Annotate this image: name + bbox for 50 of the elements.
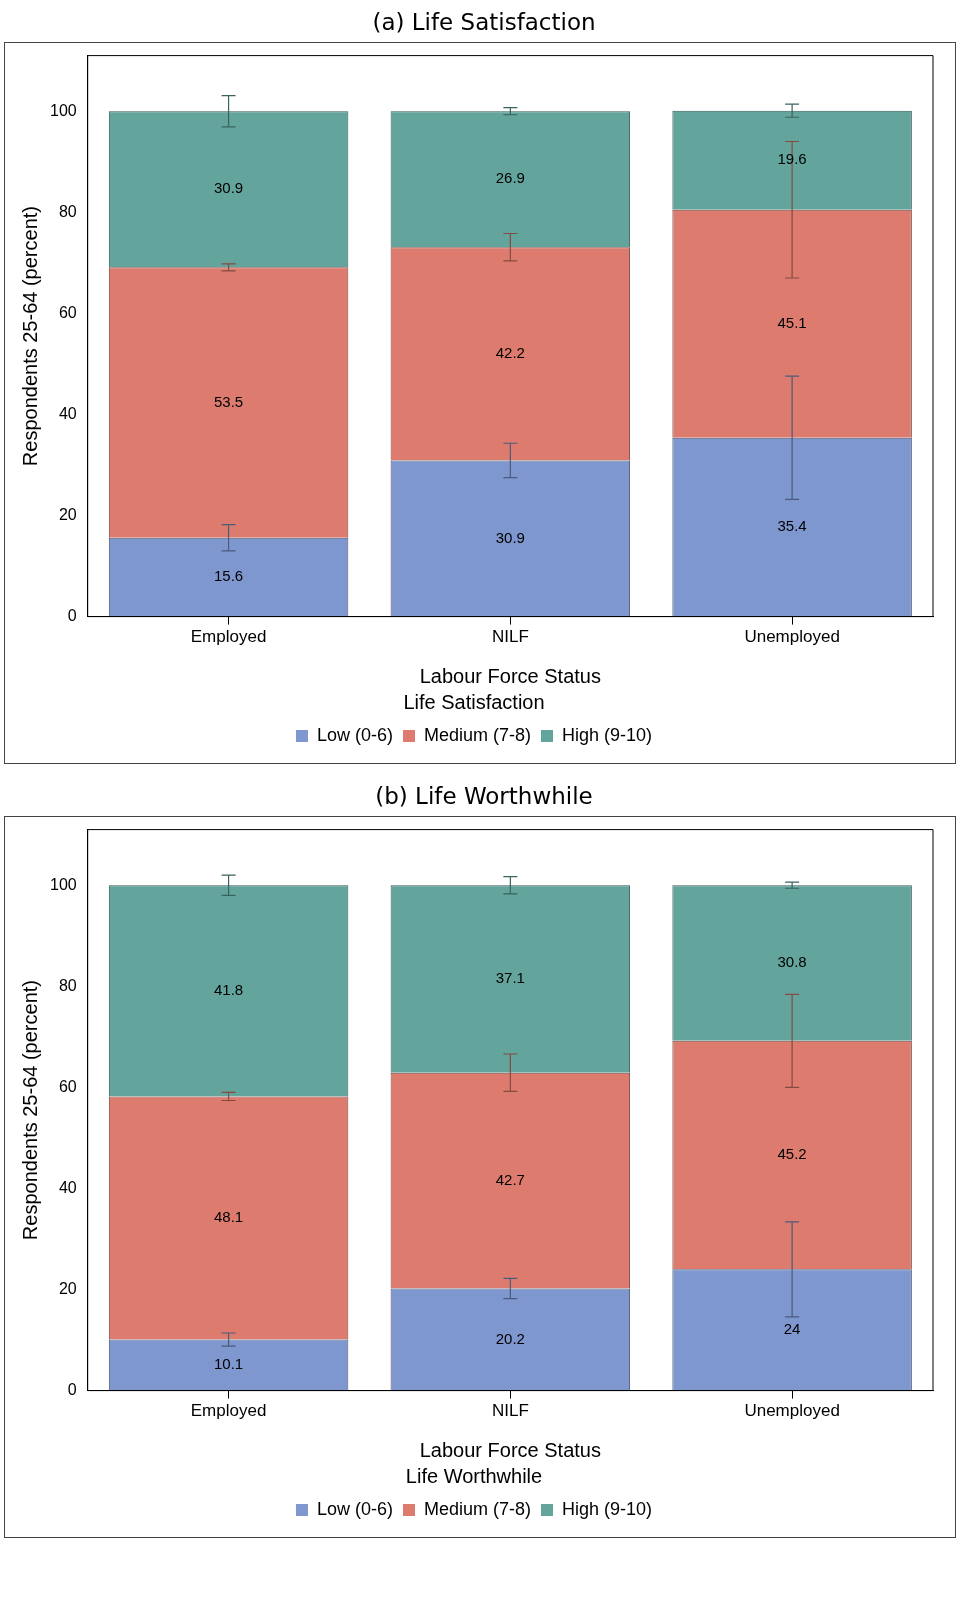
data-label: 45.1 (777, 313, 807, 331)
data-label: 37.1 (495, 969, 525, 987)
y-tick-label: 0 (67, 607, 77, 625)
data-label: 48.1 (213, 1208, 244, 1226)
legend-label: Low (0-6) (316, 724, 393, 745)
data-label: 45.2 (777, 1145, 807, 1163)
y-tick-label: 100 (49, 875, 77, 893)
y-tick-label: 80 (58, 202, 77, 220)
chart-title: (b) Life Worthwhile (374, 782, 594, 811)
y-tick-label: 0 (67, 1381, 77, 1399)
legend-label: High (9-10) (562, 724, 653, 745)
legend-label: High (9-10) (562, 1498, 653, 1519)
y-tick-label: 60 (58, 1077, 77, 1095)
x-tick-label: NILF (491, 627, 529, 647)
x-tick-label: Employed (190, 627, 267, 647)
x-tick-label: Employed (190, 1401, 267, 1421)
x-axis-title: Labour Force Status (419, 664, 601, 687)
data-label: 30.9 (213, 179, 244, 197)
y-tick-label: 100 (49, 101, 77, 119)
x-axis-title: Labour Force Status (419, 1438, 601, 1461)
y-tick-label: 20 (58, 1279, 77, 1297)
data-label: 41.8 (213, 980, 244, 998)
data-label: 26.9 (495, 169, 525, 187)
legend-label: Low (0-6) (316, 1498, 393, 1519)
legend-label: Medium (7-8) (423, 1498, 532, 1519)
data-label: 30.9 (495, 528, 525, 546)
data-label: 10.1 (213, 1355, 244, 1373)
legend-title: Life Worthwhile (405, 1464, 543, 1487)
data-label: 15.6 (213, 567, 244, 585)
y-tick-label: 40 (58, 404, 77, 422)
data-label: 42.7 (495, 1170, 525, 1188)
legend-label: Medium (7-8) (423, 724, 532, 745)
y-tick-label: 20 (58, 505, 77, 523)
x-tick-label: Unemployed (744, 1401, 840, 1421)
data-label: 20.2 (495, 1329, 525, 1347)
y-tick-label: 60 (58, 303, 77, 321)
data-label: 19.6 (777, 150, 807, 168)
x-tick-label: NILF (491, 1401, 529, 1421)
data-label: 42.2 (495, 343, 525, 361)
y-tick-label: 40 (58, 1178, 77, 1196)
data-label: 35.4 (777, 517, 807, 535)
y-axis-title: Respondents 25-64 (percent) (18, 206, 41, 467)
y-axis-title: Respondents 25-64 (percent) (18, 980, 41, 1241)
chart-title: (a) Life Satisfaction (371, 8, 597, 37)
x-tick-label: Unemployed (744, 627, 840, 647)
data-label: 24 (783, 1320, 801, 1338)
legend-title: Life Satisfaction (403, 690, 545, 713)
data-label: 30.8 (777, 953, 807, 971)
y-tick-label: 80 (58, 976, 77, 994)
data-label: 53.5 (213, 392, 244, 410)
